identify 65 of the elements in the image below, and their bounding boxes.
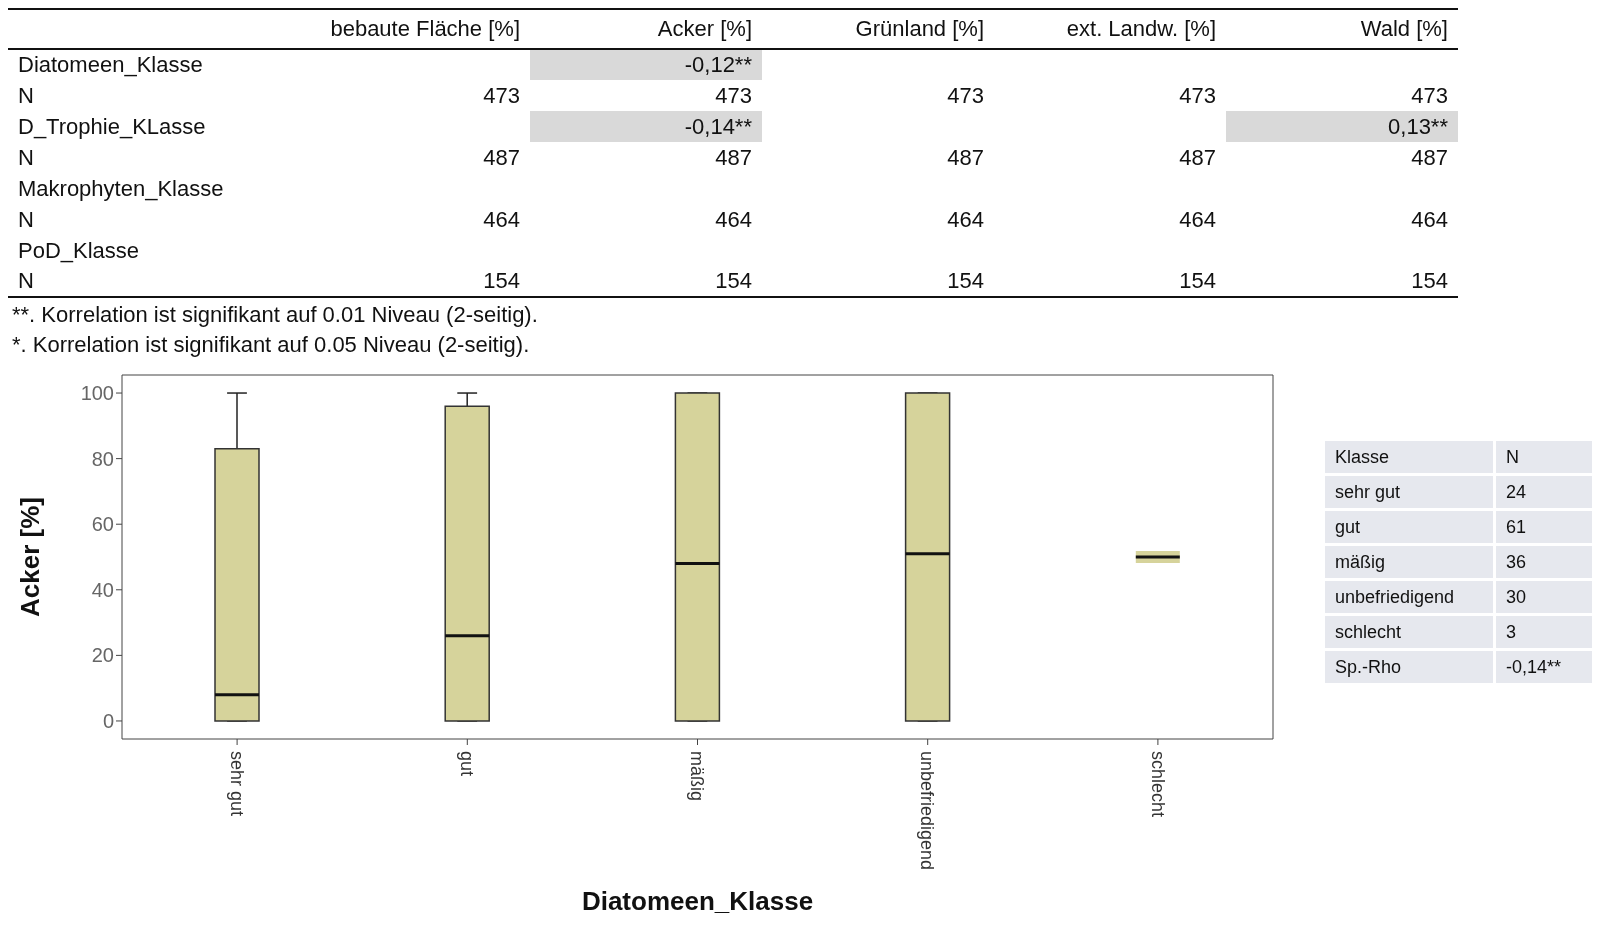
text: 24 [1506,481,1527,502]
text: 61 [1506,516,1527,537]
category-label: N [18,206,34,232]
text: 464 [1411,206,1448,232]
category-label: schlecht [1335,621,1402,642]
category-label: PoD_Klasse [18,237,140,263]
category-label: N [1506,446,1519,467]
y-tick-label: 20 [91,644,114,667]
text: 473 [483,82,520,108]
x-tick-label: gut [457,751,477,777]
x-tick-label: mäßig [687,751,708,802]
text: 487 [483,144,520,170]
text: 154 [715,268,752,293]
text: 30 [1506,586,1527,607]
y-tick-label: 80 [91,447,114,470]
text: **. Korrelation ist signifikant auf 0.01 Niveau (2-seitig). [12,302,538,327]
text: 0,13** [1388,113,1448,139]
category-label: mäßig [1335,551,1386,572]
y-tick-label: 100 [80,382,114,405]
text: 3 [1506,621,1517,642]
category-label: gut [1335,516,1361,537]
y-tick-label: 40 [91,578,114,601]
text: 154 [1179,268,1216,293]
text: -0,14** [684,113,752,139]
category-label: Wald [%] [1360,16,1448,41]
text: 464 [1179,206,1216,232]
text: Klasse [1335,446,1390,467]
category-label: Diatomeen_Klasse [18,52,203,77]
text: 36 [1506,551,1527,572]
category-label: bebaute Fläche [%] [330,16,520,41]
text: -0,14** [1506,656,1562,677]
text: 487 [1179,144,1216,170]
text: 464 [715,206,752,232]
category-label: D_Trophie_KLasse [18,113,206,139]
x-axis-title: Diatomeen_Klasse [581,886,814,916]
text: 473 [715,82,752,108]
text: *. Korrelation ist signifikant auf 0.05 Niveau (2-seitig). [12,332,530,357]
text: -0,12** [684,52,752,77]
text: 464 [947,206,984,232]
text: 487 [715,144,752,170]
y-axis-title: Acker [%] [15,497,46,617]
category-label: ext. Landw. [%] [1066,16,1216,41]
category-label: Makrophyten_Klasse [18,175,224,201]
text: 154 [947,268,984,293]
text: 473 [947,82,984,108]
y-tick-label: 0 [102,710,114,733]
text: 464 [483,206,520,232]
category-label: unbefriedigend [1335,586,1455,607]
x-tick-label: unbefriedigend [917,751,938,871]
category-label: N [18,144,34,170]
text: 473 [1179,82,1216,108]
text: 487 [1411,144,1448,170]
category-label: Acker [%] [657,16,752,41]
category-label: Grünland [%] [855,16,984,41]
text: 473 [1411,82,1448,108]
category-label: N [18,268,34,293]
x-tick-label: sehr gut [226,751,247,817]
category-label: N [18,82,34,108]
x-tick-label: schlecht [1147,751,1168,818]
category-label: sehr gut [1335,481,1401,502]
text: 154 [1411,268,1448,293]
category-label: Sp.-Rho [1335,656,1402,677]
y-tick-label: 60 [91,513,114,536]
text: 487 [947,144,984,170]
text: 154 [483,268,520,293]
